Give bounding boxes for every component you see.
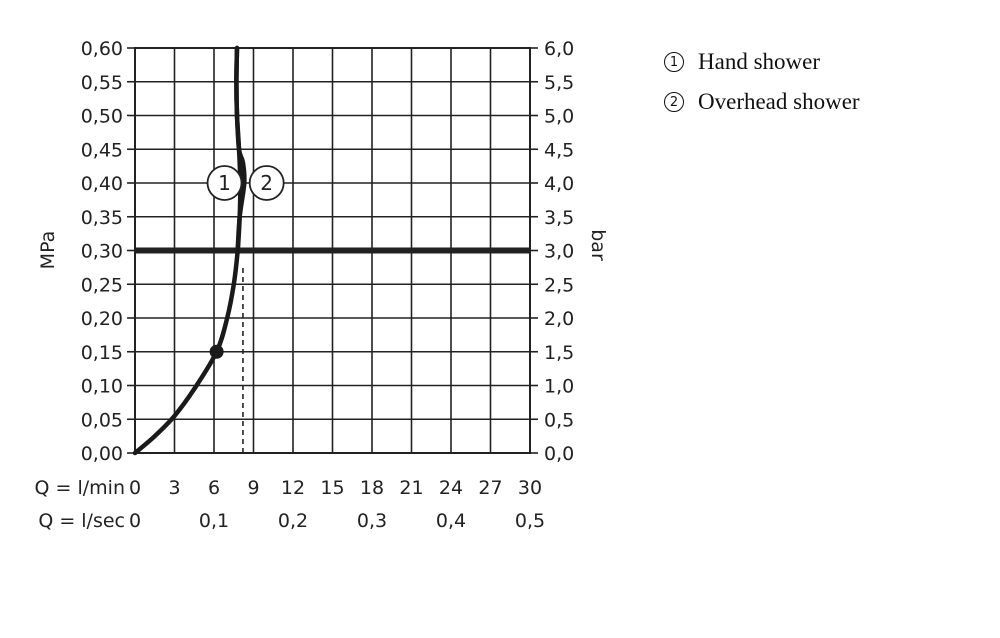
y-right-tick-label: 1,0 — [544, 376, 574, 398]
x-row1-tick-label: 3 — [168, 477, 180, 499]
y-left-tick-label: 0,25 — [81, 274, 123, 296]
series-line-2 — [234, 45, 247, 253]
x-row1-tick-label: 9 — [247, 477, 259, 499]
annotation-circle-2 — [248, 165, 285, 201]
y-left-tick-label: 0,45 — [81, 139, 123, 161]
y-right-tick-label: 6,0 — [544, 38, 574, 60]
y-left-tick-label: 0,20 — [81, 308, 123, 330]
legend: 1 Hand shower 2 Overhead shower — [664, 42, 860, 122]
y-left-tick-label: 0,55 — [81, 72, 123, 94]
y-right-tick-label: 5,5 — [544, 72, 574, 94]
y-right-tick-label: 3,0 — [544, 241, 574, 263]
x-row1-tick-label: 15 — [320, 477, 344, 499]
y-right-tick-label: 0,5 — [544, 409, 574, 431]
annotation-circle-1 — [206, 165, 243, 201]
flow-pressure-chart: 0,00 0,00,05 0,50,10 1,00,15 1,50,20 2,00,25 2… — [35, 38, 609, 532]
legend-marker-2: 2 — [664, 92, 684, 112]
x-row2-tick-label: 0,1 — [199, 510, 229, 532]
x-row1-tick-label: 0 — [129, 477, 141, 499]
y-right-tick-label: 4,0 — [544, 173, 574, 195]
x-row1-tick-label: 12 — [281, 477, 305, 499]
annotation-label-2: 2 — [260, 171, 273, 195]
y-left-tick-label: 0,30 — [81, 241, 123, 263]
y-right-tick-label: 0,0 — [544, 443, 574, 465]
y-right-tick-label: 5,0 — [544, 106, 574, 128]
legend-label-hand-shower: Hand shower — [698, 49, 820, 74]
x-row2-tick-label: 0,3 — [357, 510, 387, 532]
x-row1-tick-label: 27 — [478, 477, 502, 499]
x-row2-tick-label: 0,2 — [278, 510, 308, 532]
y-left-tick-label: 0,05 — [81, 409, 123, 431]
y-left-tick-label: 0,15 — [81, 342, 123, 364]
y-right-tick-label: 2,5 — [544, 274, 574, 296]
x-row1-tick-label: 6 — [208, 477, 220, 499]
y-right-axis-title: bar — [587, 229, 609, 261]
x-row1-tick-label: 24 — [439, 477, 463, 499]
y-right-tick-label: 4,5 — [544, 139, 574, 161]
x-row1-tick-label: 18 — [360, 477, 384, 499]
y-right-tick-label: 1,5 — [544, 342, 574, 364]
x-row2-tick-label: 0,5 — [515, 510, 545, 532]
legend-item-overhead-shower: 2 Overhead shower — [664, 82, 860, 122]
y-left-tick-label: 0,50 — [81, 106, 123, 128]
annotation-label-1: 1 — [218, 171, 231, 195]
x-row1-tick-label: 21 — [399, 477, 423, 499]
x-row1-tick-label: 30 — [518, 477, 542, 499]
x-row2-tick-label: 0 — [129, 510, 141, 532]
legend-item-hand-shower: 1 Hand shower — [664, 42, 860, 82]
y-left-tick-label: 0,00 — [81, 443, 123, 465]
x-row1-label: Q = l/min — [35, 477, 125, 499]
x-row2-label: Q = l/sec — [38, 510, 125, 532]
y-left-tick-label: 0,10 — [81, 376, 123, 398]
marker-point — [209, 344, 224, 359]
y-left-tick-label: 0,60 — [81, 38, 123, 60]
y-right-tick-label: 2,0 — [544, 308, 574, 330]
x-row2-tick-label: 0,4 — [436, 510, 466, 532]
y-left-tick-label: 0,35 — [81, 207, 123, 229]
legend-label-overhead-shower: Overhead shower — [698, 89, 860, 114]
y-right-tick-label: 3,5 — [544, 207, 574, 229]
y-left-axis-title: MPa — [37, 231, 59, 270]
y-left-tick-label: 0,40 — [81, 173, 123, 195]
legend-marker-1: 1 — [664, 52, 684, 72]
